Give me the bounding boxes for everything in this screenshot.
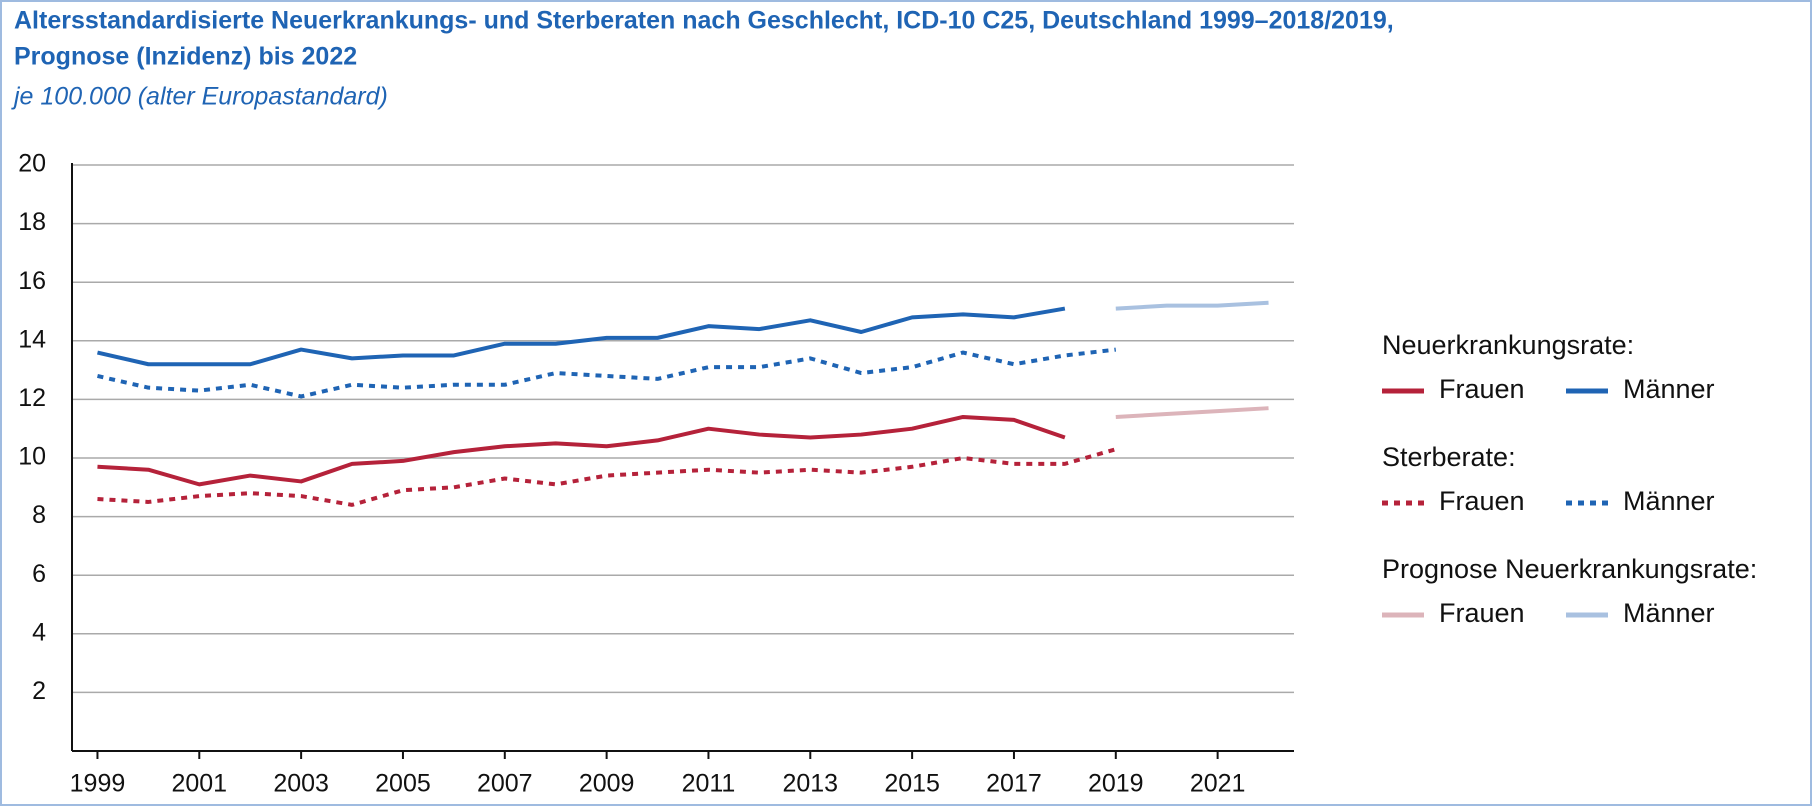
legend-heading: Prognose Neuerkrankungsrate: — [1382, 554, 1757, 584]
legend-label: Männer — [1623, 598, 1715, 628]
y-tick-label: 4 — [32, 618, 46, 646]
x-tick-label: 2005 — [375, 770, 431, 798]
legend-label: Männer — [1623, 486, 1715, 516]
x-tick-label: 2009 — [579, 770, 635, 798]
series-line — [97, 306, 1066, 367]
x-tick-label: 2021 — [1190, 770, 1246, 798]
legend-label: Frauen — [1439, 486, 1525, 516]
x-tick-label: 2003 — [273, 770, 329, 798]
x-tick-label: 1999 — [70, 770, 126, 798]
legend-heading: Neuerkrankungsrate: — [1382, 330, 1634, 360]
y-tick-label: 2 — [32, 677, 46, 705]
series-line — [1115, 300, 1269, 311]
x-tick-label: 2001 — [171, 770, 227, 798]
legend-heading: Sterberate: — [1382, 442, 1516, 472]
y-tick-label: 8 — [32, 501, 46, 529]
series-line — [1115, 406, 1269, 419]
chart-title: Prognose (Inzidenz) bis 2022 — [14, 43, 357, 71]
series-line — [97, 447, 1117, 507]
y-tick-label: 14 — [18, 325, 46, 353]
series-line — [97, 347, 1117, 399]
y-tick-label: 18 — [18, 208, 46, 236]
chart-subtitle: je 100.000 (alter Europastandard) — [11, 83, 388, 111]
legend-label: Frauen — [1439, 598, 1525, 628]
y-tick-label: 10 — [18, 443, 46, 471]
y-tick-label: 20 — [18, 150, 46, 178]
x-tick-label: 2013 — [782, 770, 838, 798]
chart-title: Altersstandardisierte Neuerkrankungs- un… — [14, 7, 1394, 35]
legend-label: Frauen — [1439, 374, 1525, 404]
x-tick-label: 2019 — [1088, 770, 1144, 798]
y-tick-label: 6 — [32, 560, 46, 588]
x-tick-label: 2011 — [682, 770, 736, 798]
x-tick-label: 2007 — [477, 770, 533, 798]
x-tick-label: 2017 — [986, 770, 1042, 798]
series-line — [97, 414, 1066, 487]
legend-label: Männer — [1623, 374, 1715, 404]
y-tick-label: 12 — [18, 384, 46, 412]
x-tick-label: 2015 — [884, 770, 940, 798]
y-tick-label: 16 — [18, 267, 46, 295]
